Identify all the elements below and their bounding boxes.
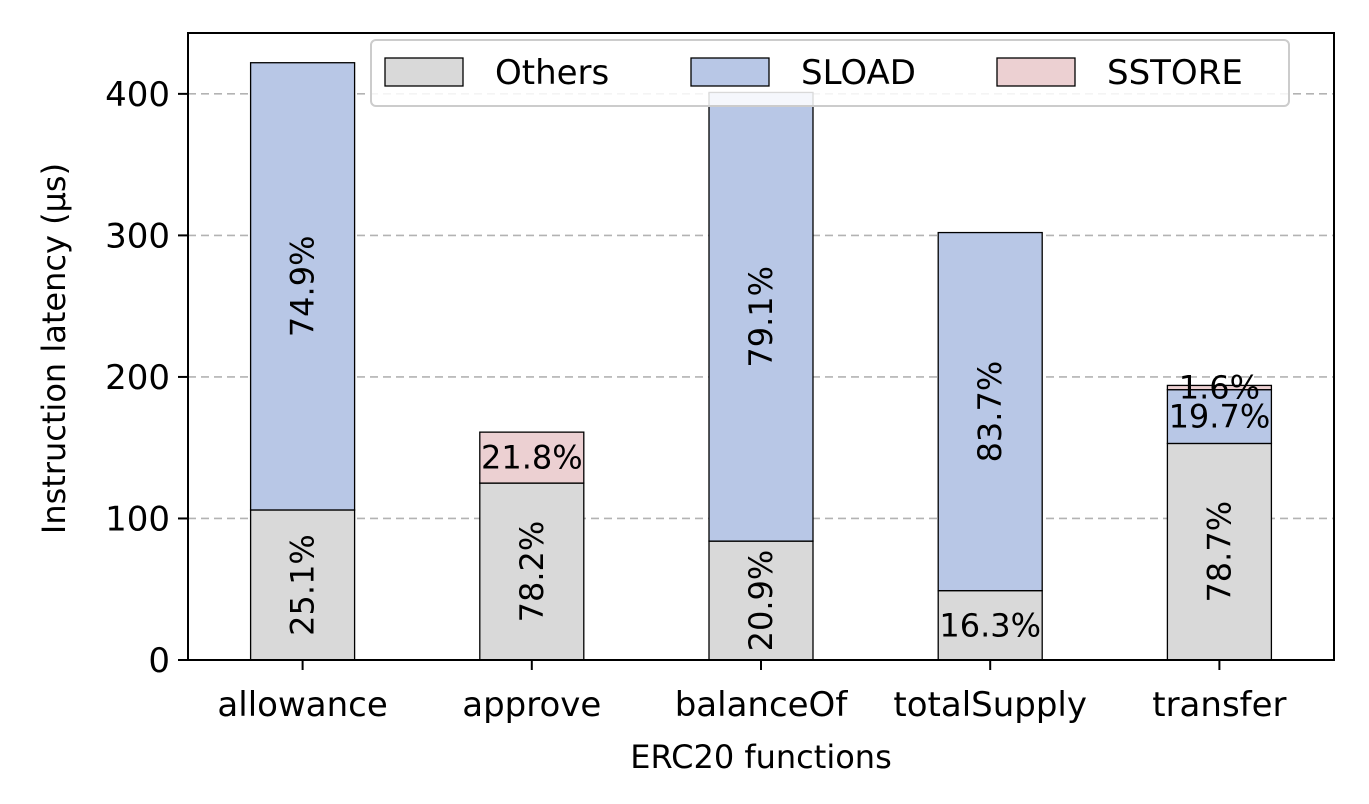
- y-tick-label: 200: [105, 358, 170, 398]
- x-axis-ticks: allowance approve balanceOf totalSupply tran…: [217, 660, 1287, 725]
- x-tick-label: approve: [462, 685, 601, 725]
- bar-segment-others-balanceof: [708, 540, 814, 661]
- data-label: 83.7%: [971, 361, 1009, 463]
- x-tick-label: totalSupply: [893, 685, 1087, 725]
- x-tick-label: transfer: [1152, 685, 1286, 725]
- bar-segment-sload-allowance: [249, 62, 356, 511]
- data-label: 16.3%: [939, 606, 1041, 644]
- legend-label-others: Others: [495, 53, 609, 93]
- y-tick-label: 0: [148, 641, 170, 681]
- legend-label-sload: SLOAD: [801, 53, 916, 93]
- data-label: 79.1%: [742, 266, 780, 368]
- legend-box: [370, 39, 1290, 107]
- bar-segment-others-transfer: [1166, 442, 1273, 661]
- bar-segment-others-approve: [479, 482, 585, 661]
- data-label: 1.6%: [1179, 369, 1260, 407]
- x-tick-label: allowance: [217, 685, 387, 725]
- bar-segment-others-totalsupply: [937, 589, 1043, 661]
- y-axis-label: Instruction latency (µs): [35, 163, 73, 534]
- legend-swatch-sload: [690, 57, 770, 87]
- legend-label-sstore: SSTORE: [1107, 53, 1243, 93]
- y-tick-label: 400: [105, 75, 170, 115]
- legend-swatch-sstore: [996, 57, 1076, 87]
- data-label: 25.1%: [284, 534, 322, 636]
- bar-segment-sload-totalsupply: [937, 231, 1043, 592]
- data-label: 19.7%: [1169, 398, 1271, 436]
- x-axis-label: ERC20 functions: [630, 738, 891, 776]
- x-tick-label: balanceOf: [675, 685, 849, 725]
- bar-segment-sstore-approve: [479, 431, 585, 484]
- legend: Others SLOAD SSTORE: [370, 39, 1290, 107]
- bar-segment-others-allowance: [249, 509, 356, 661]
- data-label: 78.2%: [513, 521, 551, 623]
- data-label: 74.9%: [284, 236, 322, 338]
- y-tick-label: 100: [105, 499, 170, 539]
- bar-segment-sload-balanceof: [708, 91, 814, 542]
- y-tick-label: 300: [105, 216, 170, 256]
- data-labels: 25.1% 74.9% 78.2% 21.8% 20.9% 79.1% 16.3% 83.7%…: [284, 236, 1271, 652]
- data-label: 78.7%: [1200, 501, 1238, 603]
- bars: [249, 62, 1273, 661]
- bar-segment-sstore-transfer: [1166, 384, 1273, 391]
- y-axis-ticks: 0 100 200 300 400: [105, 75, 188, 681]
- data-label: 20.9%: [742, 550, 780, 652]
- data-label: 21.8%: [481, 439, 583, 477]
- legend-swatch-others: [384, 57, 464, 87]
- bar-segment-sload-transfer: [1166, 389, 1273, 445]
